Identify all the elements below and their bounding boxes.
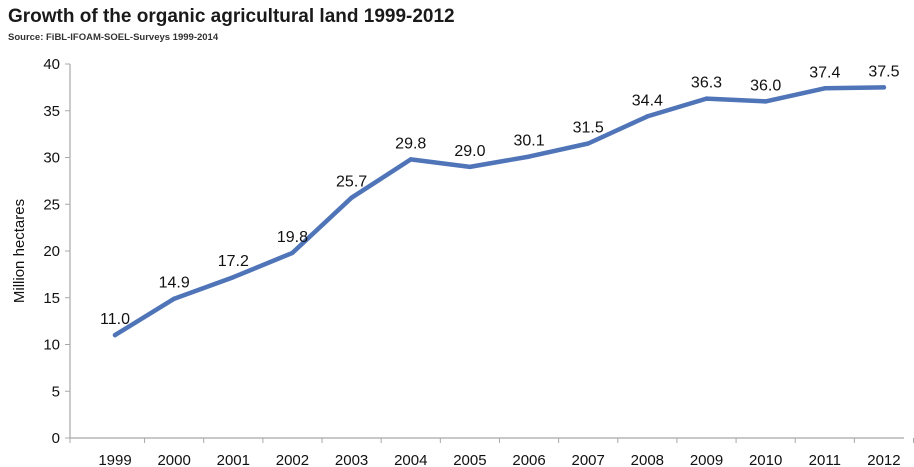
x-tick-label: 2012 xyxy=(867,452,900,467)
data-point xyxy=(881,85,887,90)
data-label: 34.4 xyxy=(632,92,663,109)
data-label: 37.5 xyxy=(868,63,899,80)
data-label: 30.1 xyxy=(513,133,544,150)
data-point xyxy=(349,195,354,200)
data-label: 36.3 xyxy=(691,75,722,92)
data-point xyxy=(408,157,413,162)
x-tick-label: 2005 xyxy=(453,452,486,467)
x-tick-label: 2007 xyxy=(572,452,605,467)
y-tick-label: 5 xyxy=(52,383,60,400)
x-tick-label: 2009 xyxy=(690,452,723,467)
data-point xyxy=(171,296,177,301)
chart-subtitle: Source: FiBL-IFOAM-SOEL-Surveys 1999-201… xyxy=(8,32,219,43)
x-tick-label: 2003 xyxy=(335,452,368,467)
chart-title: Growth of the organic agricultural land … xyxy=(8,6,455,27)
data-point xyxy=(290,250,295,256)
y-tick-label: 40 xyxy=(43,56,60,73)
data-label: 11.0 xyxy=(100,311,130,328)
x-tick-label: 2008 xyxy=(631,452,664,467)
data-point xyxy=(704,96,709,101)
data-label: 29.8 xyxy=(395,135,426,152)
data-label: 17.2 xyxy=(218,253,249,270)
y-tick-label: 10 xyxy=(43,337,60,354)
data-label: 14.9 xyxy=(159,275,190,292)
x-tick-label: 1999 xyxy=(98,452,131,467)
data-point xyxy=(645,114,650,119)
x-tick-label: 2002 xyxy=(276,452,309,467)
x-tick-label: 2010 xyxy=(749,452,782,467)
y-tick-label: 35 xyxy=(43,103,60,120)
x-tick-label: 2011 xyxy=(809,452,841,467)
x-tick-label: 2006 xyxy=(512,452,545,467)
data-point xyxy=(112,332,118,338)
data-label: 19.8 xyxy=(277,229,308,246)
data-label: 29.0 xyxy=(454,143,485,160)
data-point xyxy=(467,164,473,170)
data-point xyxy=(526,154,532,159)
data-label: 37.4 xyxy=(809,64,840,81)
y-tick-label: 0 xyxy=(52,430,60,447)
x-tick-label: 2001 xyxy=(217,452,250,467)
data-point xyxy=(763,99,768,104)
y-tick-label: 20 xyxy=(43,243,60,260)
series-line xyxy=(112,85,887,338)
data-point xyxy=(586,141,591,146)
x-tick-label: 2000 xyxy=(157,452,190,467)
data-point xyxy=(822,86,827,91)
x-tick-label: 2004 xyxy=(394,452,427,467)
data-label: 36.0 xyxy=(750,77,781,94)
data-point xyxy=(231,274,236,280)
y-axis-title: Million hectares xyxy=(11,199,28,303)
data-label: 31.5 xyxy=(573,119,604,136)
y-tick-label: 30 xyxy=(43,150,60,167)
data-label: 25.7 xyxy=(336,174,367,191)
y-tick-label: 15 xyxy=(43,290,60,307)
y-tick-label: 25 xyxy=(43,196,60,213)
